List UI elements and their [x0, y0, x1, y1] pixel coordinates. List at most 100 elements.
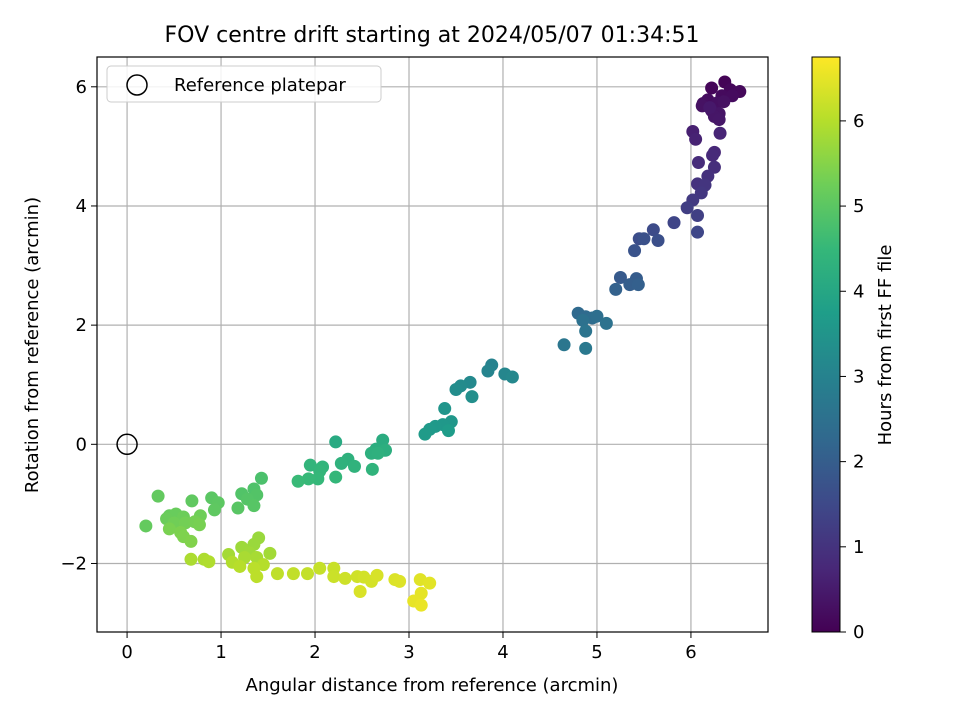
data-point: [628, 244, 642, 258]
data-point: [311, 472, 325, 486]
data-point: [184, 534, 198, 548]
data-point: [579, 324, 593, 338]
data-point: [301, 567, 315, 581]
data-point: [250, 570, 264, 584]
x-axis-label: Angular distance from reference (arcmin): [246, 675, 619, 696]
reference-platepar-marker: [116, 433, 138, 456]
data-point: [646, 223, 660, 237]
data-point: [613, 270, 627, 284]
y-axis-ticks: −2 0 2 4 6: [60, 77, 97, 574]
data-point: [151, 489, 165, 503]
data-points: [139, 75, 747, 612]
data-point: [579, 341, 593, 355]
data-point: [370, 568, 384, 582]
data-point: [438, 402, 452, 416]
data-point: [651, 234, 665, 248]
data-point: [338, 571, 352, 585]
data-point: [329, 470, 343, 484]
data-point: [713, 126, 727, 140]
colorbar-gradient: [811, 56, 841, 633]
grid-lines: [97, 57, 768, 632]
x-tick-label: 4: [497, 642, 508, 663]
legend-box: [106, 65, 382, 103]
data-point: [185, 494, 199, 508]
data-point: [303, 458, 317, 472]
y-tick-label: 0: [76, 434, 87, 455]
data-point: [505, 370, 519, 384]
data-point: [590, 309, 604, 323]
data-point: [254, 471, 268, 485]
colorbar: 0 1 2 3 4 5 6 Hours from first FF file: [811, 56, 896, 643]
colorbar-tick-label: 3: [853, 366, 864, 387]
x-tick-label: 0: [121, 642, 132, 663]
data-point: [557, 338, 571, 352]
data-point: [313, 561, 327, 575]
colorbar-tick-label: 0: [853, 622, 864, 643]
x-axis-ticks: 0 1 2 3 4 5 6: [121, 632, 697, 663]
x-tick-label: 5: [591, 642, 602, 663]
data-point: [691, 155, 705, 169]
data-point: [418, 427, 432, 441]
y-tick-label: 4: [76, 196, 87, 217]
x-tick-label: 6: [685, 642, 696, 663]
colorbar-label: Hours from first FF file: [875, 245, 896, 446]
data-point: [162, 522, 176, 536]
y-tick-label: 6: [76, 77, 87, 98]
y-tick-label: 2: [76, 315, 87, 336]
data-point: [705, 81, 719, 95]
data-point: [609, 282, 623, 296]
data-point: [376, 433, 390, 447]
legend-open-circle-icon: [126, 74, 148, 96]
data-point: [291, 474, 305, 488]
data-point: [301, 472, 315, 486]
colorbar-tick-label: 2: [853, 452, 864, 473]
data-point: [327, 570, 341, 584]
data-point: [184, 552, 198, 566]
y-tick-label: −2: [60, 553, 87, 574]
data-point: [202, 555, 216, 569]
data-point: [441, 424, 455, 438]
data-point: [270, 567, 284, 581]
data-point: [423, 576, 437, 590]
data-point: [449, 382, 463, 396]
data-point: [334, 456, 348, 470]
data-point: [691, 225, 705, 239]
data-point: [263, 546, 277, 560]
data-point: [706, 148, 720, 162]
legend-label: Reference platepar: [174, 75, 346, 96]
data-point: [599, 316, 613, 330]
data-point: [192, 518, 206, 532]
x-tick-label: 2: [309, 642, 320, 663]
data-point: [347, 459, 361, 473]
data-point: [691, 208, 705, 222]
data-point: [414, 598, 428, 612]
data-point: [631, 278, 645, 292]
data-point: [286, 567, 300, 581]
colorbar-tick-label: 4: [853, 281, 864, 302]
data-point: [694, 186, 708, 200]
data-point: [717, 95, 731, 109]
data-point: [707, 160, 721, 174]
chart-title: FOV centre drift starting at 2024/05/07 …: [165, 23, 700, 48]
data-point: [371, 446, 385, 460]
data-point: [231, 501, 245, 515]
legend: Reference platepar: [106, 65, 382, 103]
data-point: [576, 313, 590, 327]
colorbar-tick-label: 6: [853, 111, 864, 132]
x-tick-label: 3: [403, 642, 414, 663]
data-point: [689, 132, 703, 146]
data-point: [680, 201, 694, 215]
reference-point: [116, 433, 138, 456]
colorbar-tick-label: 1: [853, 537, 864, 558]
data-point: [393, 574, 407, 588]
data-point: [247, 499, 261, 513]
y-axis-label: Rotation from reference (arcmin): [22, 197, 43, 493]
colorbar-ticks: 0 1 2 3 4 5 6: [840, 111, 864, 643]
data-point: [637, 232, 651, 246]
data-point: [703, 101, 717, 115]
plot-frame: [96, 56, 769, 633]
data-point: [465, 390, 479, 404]
data-point: [365, 462, 379, 476]
data-point: [712, 113, 726, 127]
